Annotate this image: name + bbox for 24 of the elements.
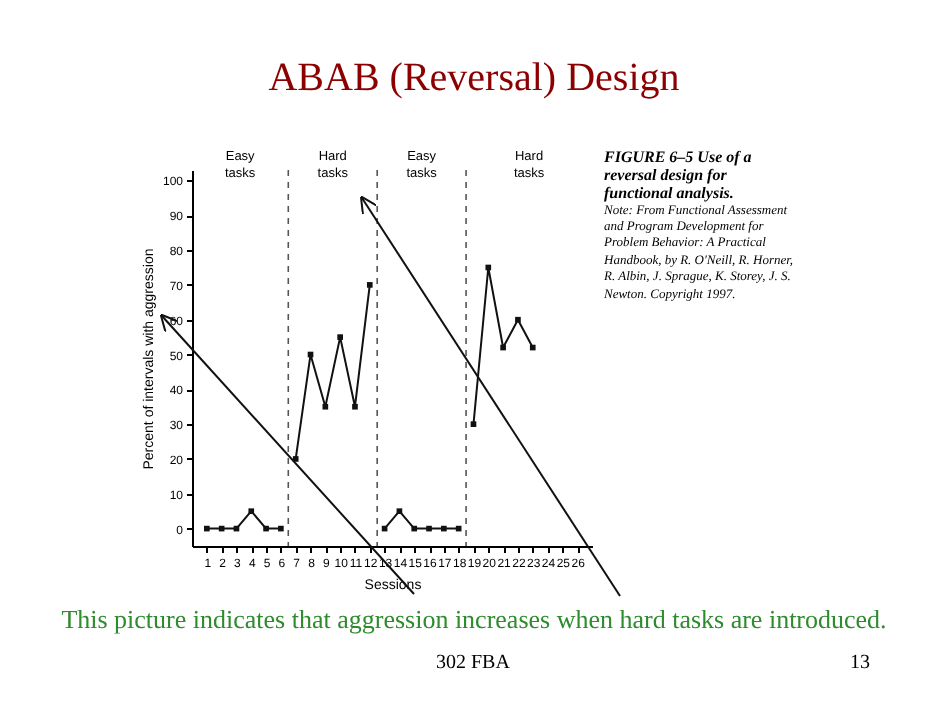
caption: FIGURE 6–5 Use of a reversal design for functional analysis. <box>604 148 754 204</box>
point <box>263 525 269 532</box>
text: This picture indicates that aggression increases when hard tasks are introduced. <box>59 604 889 636</box>
line-series <box>292 282 373 462</box>
point <box>529 344 536 351</box>
text: 302 FBA <box>436 652 510 674</box>
point <box>322 403 329 410</box>
chart-title: ABAB (Reversal) Design <box>266 56 682 102</box>
point <box>411 525 418 532</box>
point <box>352 403 358 410</box>
point <box>515 316 521 323</box>
point <box>500 344 506 351</box>
point <box>396 508 403 515</box>
point <box>248 508 255 515</box>
point <box>426 525 432 532</box>
point <box>278 525 284 532</box>
point <box>203 525 210 532</box>
text: 13 <box>850 652 870 674</box>
point <box>292 456 299 462</box>
point <box>366 282 373 288</box>
point <box>485 264 492 271</box>
point <box>470 421 477 427</box>
line-series <box>470 264 536 427</box>
point <box>441 525 447 532</box>
